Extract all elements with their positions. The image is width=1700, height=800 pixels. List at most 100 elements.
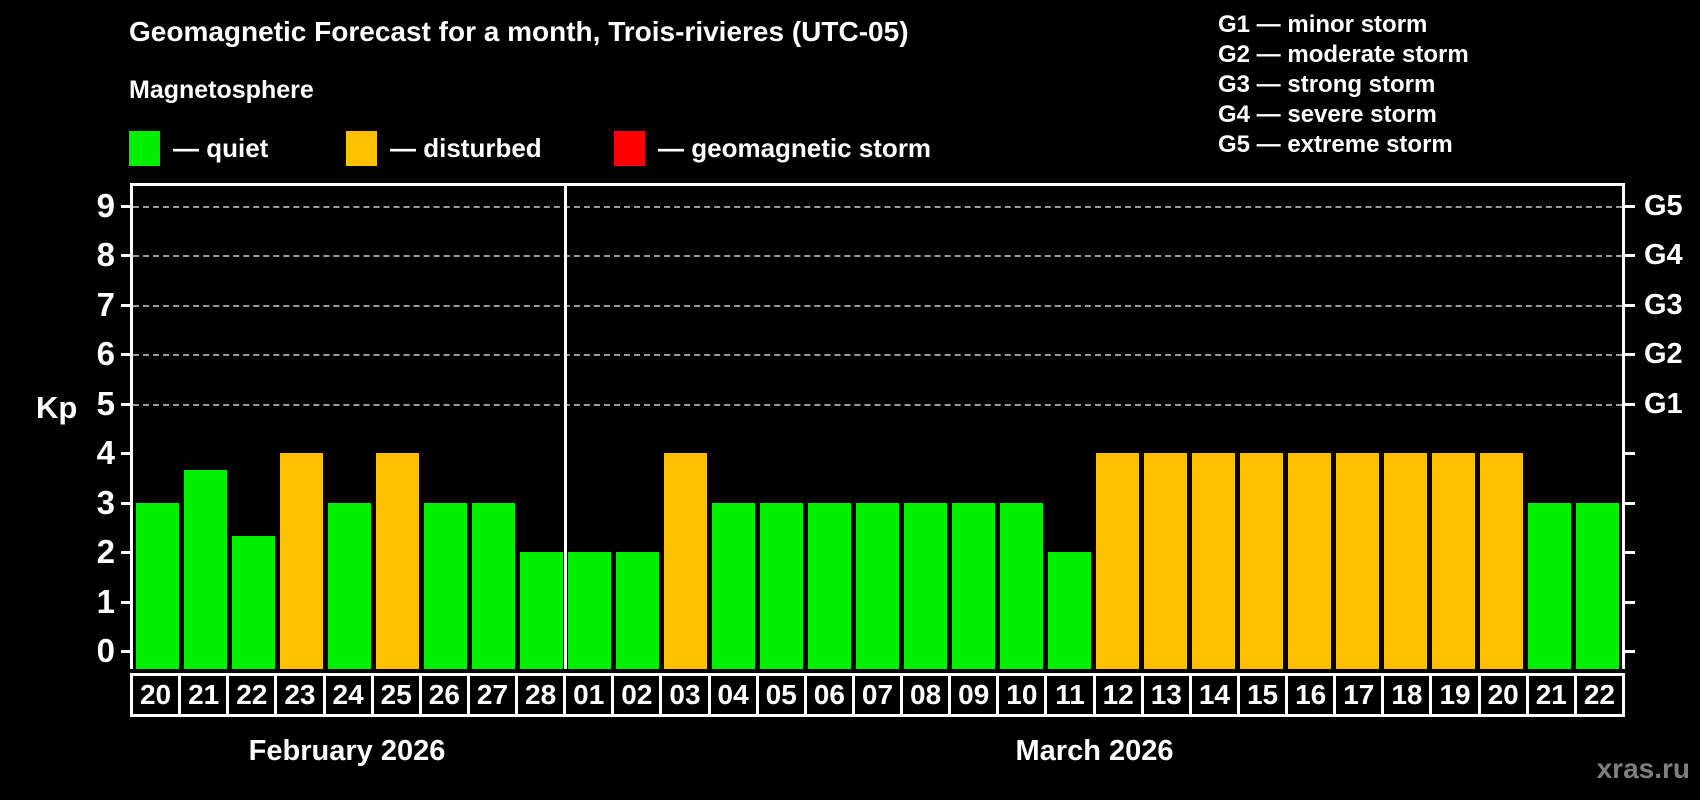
legend-label: — disturbed <box>390 133 542 163</box>
kp-bar-day-28 <box>519 552 563 669</box>
kp-bar-day-13 <box>1144 453 1188 669</box>
kp-bar-day-20 <box>1480 453 1524 669</box>
left-tick <box>121 501 133 505</box>
left-tick <box>121 650 133 654</box>
y-tick-label: 0 <box>96 632 115 670</box>
left-tick <box>121 452 133 456</box>
legend-item-geomagnetic-storm: — geomagnetic storm <box>614 131 931 166</box>
g-scale-line: G2 — moderate storm <box>1218 41 1469 68</box>
legend-item-disturbed: — disturbed <box>346 131 542 166</box>
y-axis-title-kp: Kp <box>36 390 78 425</box>
g-level-label-g5: G5 <box>1644 189 1683 222</box>
kp-bar-day-26 <box>423 502 467 669</box>
left-tick <box>121 204 133 208</box>
kp-bar-day-04 <box>711 502 755 669</box>
date-cell-01: 01 <box>566 676 612 714</box>
date-cell-22: 22 <box>229 676 275 714</box>
g-scale-line: G4 — severe storm <box>1218 101 1437 128</box>
legend-item-quiet: — quiet <box>129 131 268 166</box>
y-tick-label: 4 <box>96 434 115 472</box>
date-cell-02: 02 <box>614 676 660 714</box>
y-tick-label: 5 <box>96 384 115 422</box>
left-tick <box>121 551 133 555</box>
subtitle-magnetosphere: Magnetosphere <box>129 76 314 104</box>
y-tick-label: 2 <box>96 533 115 571</box>
y-tick-label: 6 <box>96 335 115 373</box>
left-tick <box>121 600 133 604</box>
date-cell-26: 26 <box>421 676 467 714</box>
g-scale-line: G1 — minor storm <box>1218 11 1428 38</box>
date-cell-13: 13 <box>1143 676 1189 714</box>
date-cell-27: 27 <box>469 676 516 714</box>
kp-bar-day-24 <box>327 502 371 669</box>
date-cell-23: 23 <box>277 676 323 714</box>
g-level-label-g3: G3 <box>1644 288 1683 321</box>
month-divider-line <box>563 186 567 669</box>
g-scale-line: G3 — strong storm <box>1218 71 1436 98</box>
kp-bar-day-17 <box>1336 453 1380 669</box>
legend-label: — geomagnetic storm <box>658 133 932 163</box>
kp-bar-day-19 <box>1432 453 1476 669</box>
kp-bar-day-20 <box>135 502 179 669</box>
date-cell-15: 15 <box>1239 676 1286 714</box>
right-tick <box>1622 303 1635 307</box>
gridline-kp-7 <box>133 304 1622 307</box>
right-tick <box>1622 452 1635 456</box>
right-tick <box>1622 501 1635 505</box>
y-tick-label: 3 <box>96 483 115 521</box>
y-tick-label: 7 <box>96 285 115 323</box>
y-tick-label: 9 <box>96 186 115 224</box>
date-cell-04: 04 <box>710 676 756 714</box>
legend-label: — quiet <box>173 133 269 163</box>
right-tick <box>1622 402 1635 406</box>
date-cell-19: 19 <box>1432 676 1478 714</box>
kp-bar-day-14 <box>1192 453 1236 669</box>
month-label-february: February 2026 <box>248 735 446 767</box>
gridline-kp-5 <box>133 403 1622 406</box>
date-cell-20: 20 <box>133 676 179 714</box>
right-tick <box>1622 254 1635 258</box>
y-tick-label: 1 <box>96 582 115 620</box>
kp-bar-day-08 <box>904 502 948 669</box>
kp-bar-day-22 <box>231 535 275 669</box>
kp-bar-day-03 <box>663 453 707 669</box>
date-cell-28: 28 <box>518 676 564 714</box>
date-cell-16: 16 <box>1288 676 1334 714</box>
kp-bar-day-10 <box>1000 502 1044 669</box>
right-tick <box>1622 353 1635 357</box>
date-cell-22: 22 <box>1576 676 1622 714</box>
kp-bar-day-12 <box>1096 453 1140 669</box>
gridline-kp-6 <box>133 354 1622 357</box>
g-scale-legend: G1 — minor storm G2 — moderate storm G3 … <box>1218 10 1469 160</box>
date-cell-24: 24 <box>325 676 371 714</box>
date-cell-09: 09 <box>951 676 997 714</box>
date-cell-14: 14 <box>1191 676 1237 714</box>
g-level-label-g1: G1 <box>1644 387 1683 420</box>
gridline-kp-8 <box>133 255 1622 258</box>
date-cell-03: 03 <box>662 676 708 714</box>
g-level-label-g2: G2 <box>1644 338 1683 371</box>
kp-bar-day-15 <box>1240 453 1284 669</box>
kp-bar-day-11 <box>1048 552 1092 669</box>
right-tick <box>1622 600 1635 604</box>
right-tick <box>1622 650 1635 654</box>
kp-bar-day-02 <box>615 552 659 669</box>
g-level-label-g4: G4 <box>1644 239 1683 272</box>
page-title: Geomagnetic Forecast for a month, Trois-… <box>129 16 909 47</box>
kp-bar-day-09 <box>952 502 996 669</box>
kp-bar-day-01 <box>567 552 611 669</box>
kp-bar-day-22 <box>1576 502 1620 669</box>
plot-area: 0 1 2 3 4 5 6 7 8 9 G1 G2 G3 G4 G5 <box>97 183 1683 669</box>
date-cell-05: 05 <box>758 676 804 714</box>
right-tick <box>1622 551 1635 555</box>
date-cell-06: 06 <box>806 676 852 714</box>
date-axis: 20 21 22 23 24 25 26 27 28 01 02 03 04 05 06 07 08 09 10 11… <box>130 673 1625 717</box>
gridline-kp-9 <box>133 205 1622 208</box>
left-tick <box>121 254 133 258</box>
kp-bar-day-21 <box>183 469 227 669</box>
kp-bar-day-05 <box>759 502 803 669</box>
g-scale-line: G5 — extreme storm <box>1218 131 1453 158</box>
kp-bar-day-25 <box>375 453 419 669</box>
kp-bar-day-16 <box>1288 453 1332 669</box>
